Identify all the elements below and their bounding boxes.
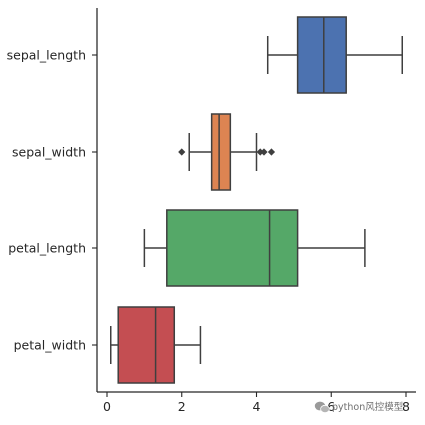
iqr-box-petal_width — [117, 306, 176, 384]
x-tick-label-8: 8 — [402, 399, 410, 414]
category-label-sepal_length: sepal_length — [7, 48, 86, 63]
iqr-box-sepal_length — [296, 16, 347, 94]
box-sepal_width — [178, 113, 276, 191]
x-tick-label-2: 2 — [178, 399, 186, 414]
x-tick-label-6: 6 — [327, 399, 335, 414]
box-petal_length — [143, 209, 366, 287]
iqr-box-petal_length — [166, 209, 299, 287]
category-label-petal_width: petal_width — [14, 338, 86, 353]
outlier-sepal_width-1 — [256, 148, 264, 156]
watermark: python风控模型 — [314, 401, 404, 414]
axes-layer: 0 2 4 6 8 sepal_length sepal_width petal_length… — [7, 8, 416, 414]
boxes-layer — [109, 16, 404, 384]
x-tick-label-4: 4 — [253, 399, 261, 414]
iqr-box-sepal_width — [210, 113, 232, 191]
category-label-sepal_width: sepal_width — [12, 145, 86, 160]
outlier-sepal_width-2 — [260, 148, 268, 156]
category-label-petal_length: petal_length — [8, 241, 86, 256]
box-sepal_length — [266, 16, 404, 94]
watermark-text: python风控模型 — [332, 401, 404, 413]
box-petal_width — [109, 306, 202, 384]
x-tick-label-0: 0 — [103, 399, 111, 414]
outlier-sepal_width-3 — [267, 148, 276, 156]
wechat-icon — [314, 401, 330, 414]
outlier-sepal_width-0 — [178, 148, 186, 156]
